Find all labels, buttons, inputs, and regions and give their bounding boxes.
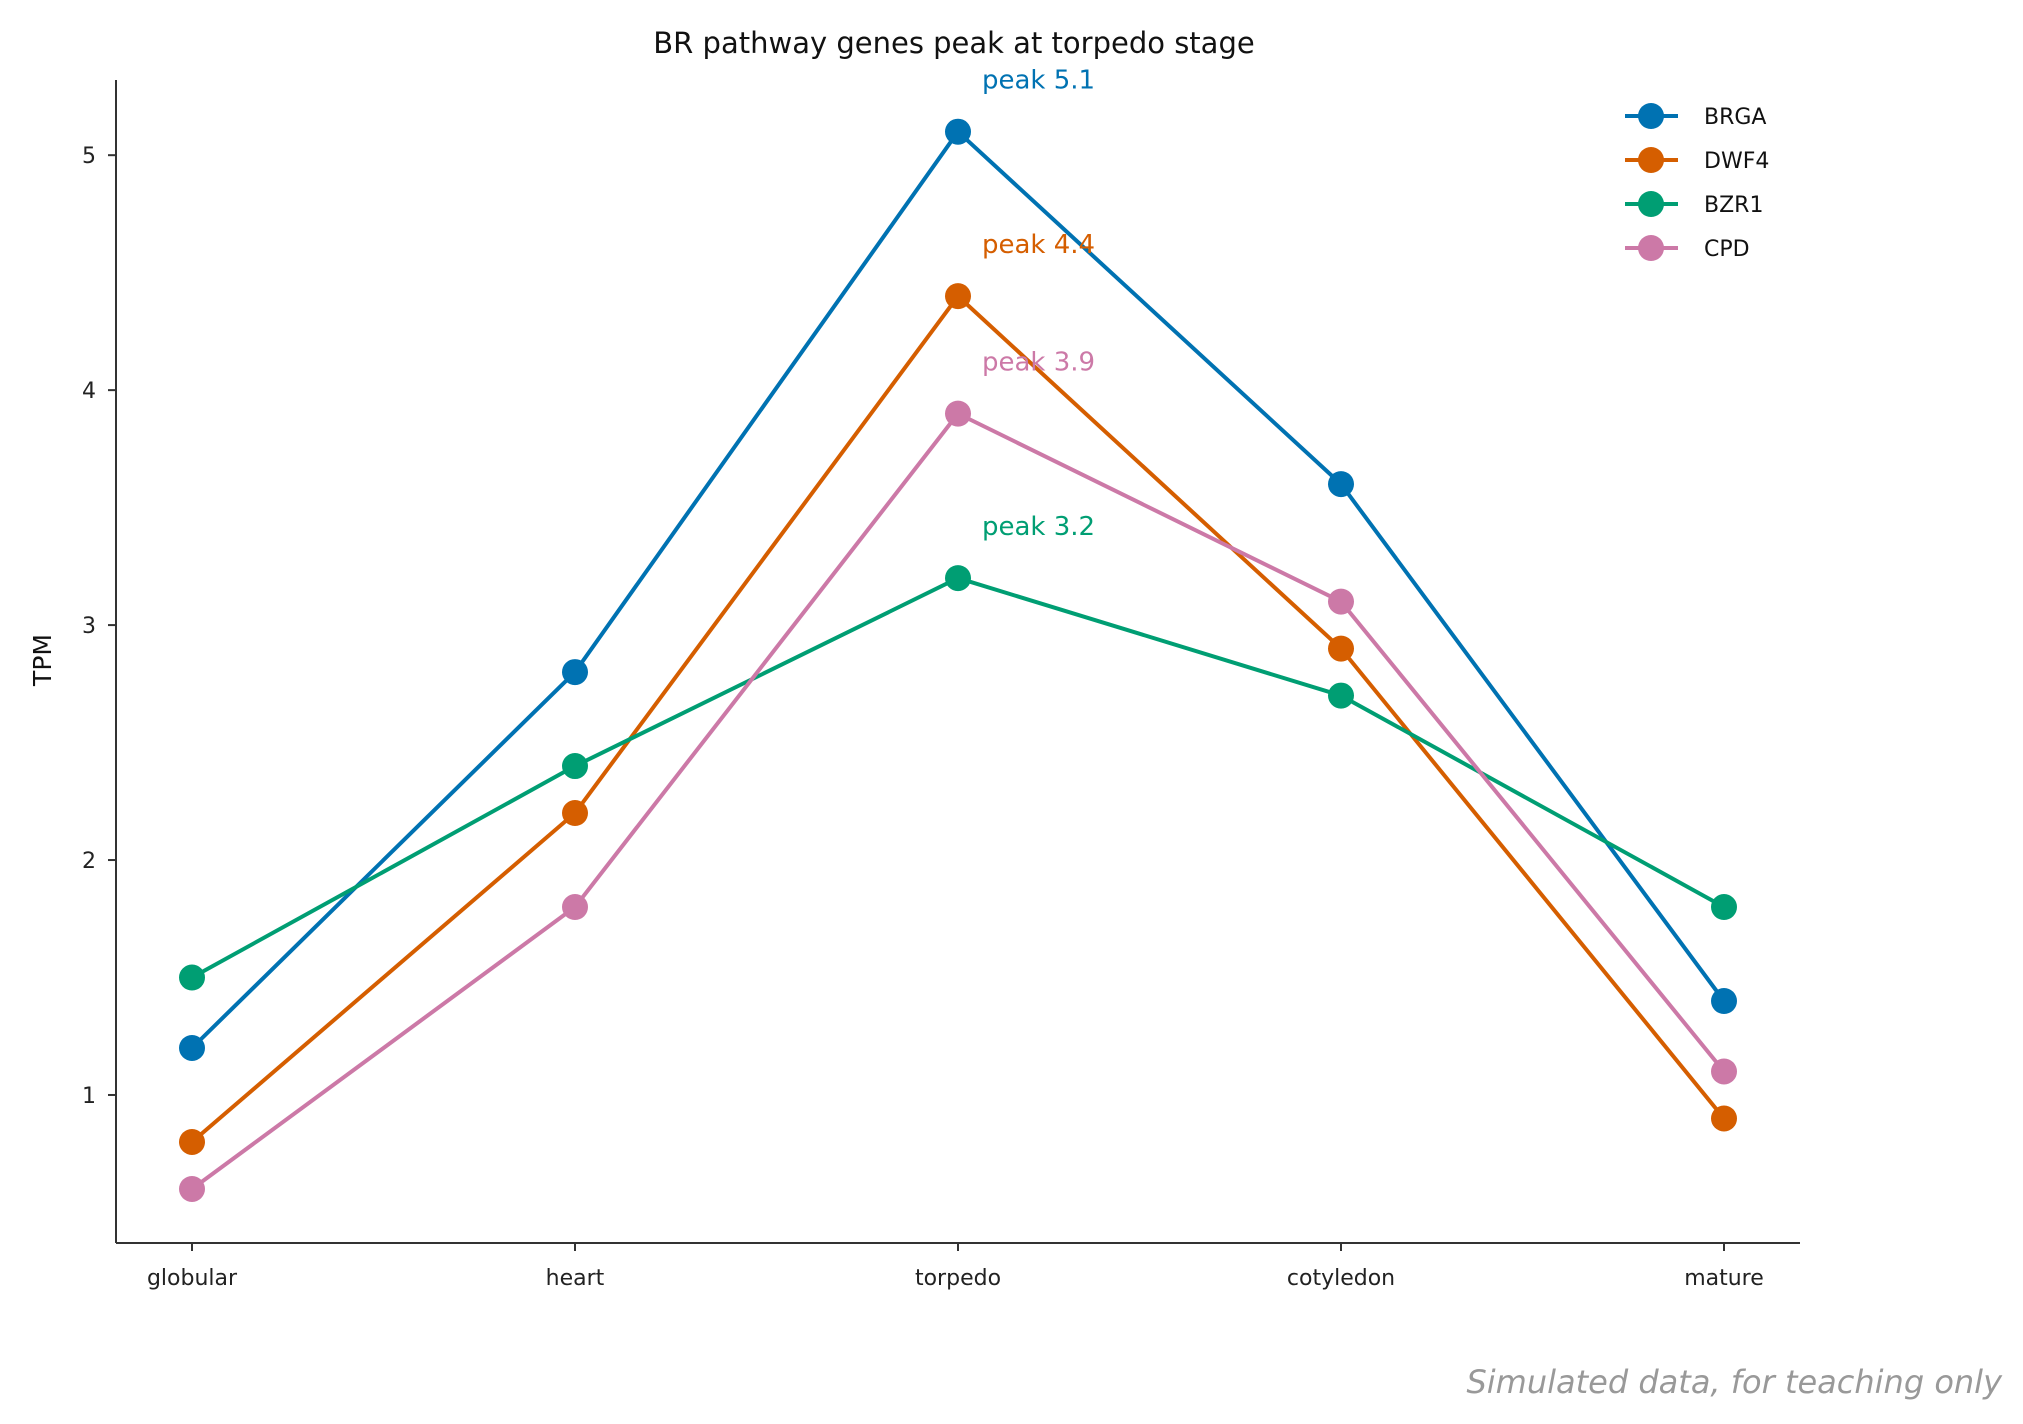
x-tick-label: cotyledon (1287, 1266, 1395, 1291)
peak-annotation: peak 5.1 (982, 66, 1095, 96)
legend-item-cpd: CPD (1625, 235, 1750, 262)
data-point (179, 1128, 205, 1155)
y-tick-label: 1 (82, 1084, 96, 1109)
series-dwf4 (179, 283, 1737, 1155)
data-point (1711, 1058, 1737, 1085)
y-axis-title: TPM (28, 634, 57, 687)
data-point (1328, 682, 1354, 709)
data-point (1711, 894, 1737, 921)
data-point (945, 283, 971, 310)
legend-label: BZR1 (1704, 193, 1763, 218)
series-brga (179, 118, 1737, 1061)
series-cpd (179, 400, 1737, 1202)
data-point (562, 894, 588, 921)
data-point (1711, 1105, 1737, 1132)
data-point (1328, 588, 1354, 615)
data-point (562, 753, 588, 780)
series-line (190, 411, 1726, 1191)
legend-label: CPD (1704, 237, 1750, 262)
peak-annotation: peak 3.9 (982, 348, 1095, 378)
data-point (1328, 471, 1354, 498)
legend-label: DWF4 (1704, 149, 1769, 174)
series-line (191, 576, 1725, 980)
data-point (945, 118, 971, 145)
series-layer (179, 118, 1737, 1202)
data-point (945, 400, 971, 427)
y-tick-label: 3 (82, 614, 96, 639)
x-tick-label: torpedo (915, 1266, 1001, 1291)
data-point (945, 565, 971, 592)
x-tick-label: heart (546, 1266, 605, 1291)
peak-annotation: peak 3.2 (982, 512, 1095, 542)
y-tick-label: 5 (82, 144, 96, 169)
series-bzr1 (179, 565, 1737, 991)
data-point (179, 1175, 205, 1202)
x-tick-label: globular (147, 1266, 238, 1291)
footnote: Simulated data, for teaching only (1466, 1363, 2003, 1401)
legend: BRGA DWF4 BZR1 CPD (1625, 103, 1769, 262)
data-point (1711, 988, 1737, 1015)
legend-marker (1638, 191, 1664, 217)
axes: 1 2 3 4 5 globular heart torpedo cotyledon mature (82, 80, 1800, 1291)
data-point (562, 659, 588, 686)
data-point (1328, 635, 1354, 662)
legend-marker (1638, 147, 1664, 173)
data-point (562, 800, 588, 827)
y-tick-label: 2 (82, 849, 96, 874)
x-tick-label: mature (1684, 1266, 1764, 1291)
data-point (179, 1034, 205, 1061)
data-point (179, 964, 205, 991)
legend-marker (1638, 235, 1664, 261)
y-tick-label: 4 (82, 379, 96, 404)
legend-item-brga: BRGA (1625, 103, 1766, 130)
legend-label: BRGA (1704, 105, 1766, 130)
legend-marker (1638, 103, 1664, 129)
peak-labels: peak 5.1 peak 4.4 peak 3.2 peak 3.9 (982, 66, 1095, 542)
legend-item-bzr1: BZR1 (1625, 191, 1763, 218)
legend-item-dwf4: DWF4 (1625, 147, 1769, 174)
chart-title: BR pathway genes peak at torpedo stage (653, 26, 1254, 60)
peak-annotation: peak 4.4 (982, 230, 1095, 260)
